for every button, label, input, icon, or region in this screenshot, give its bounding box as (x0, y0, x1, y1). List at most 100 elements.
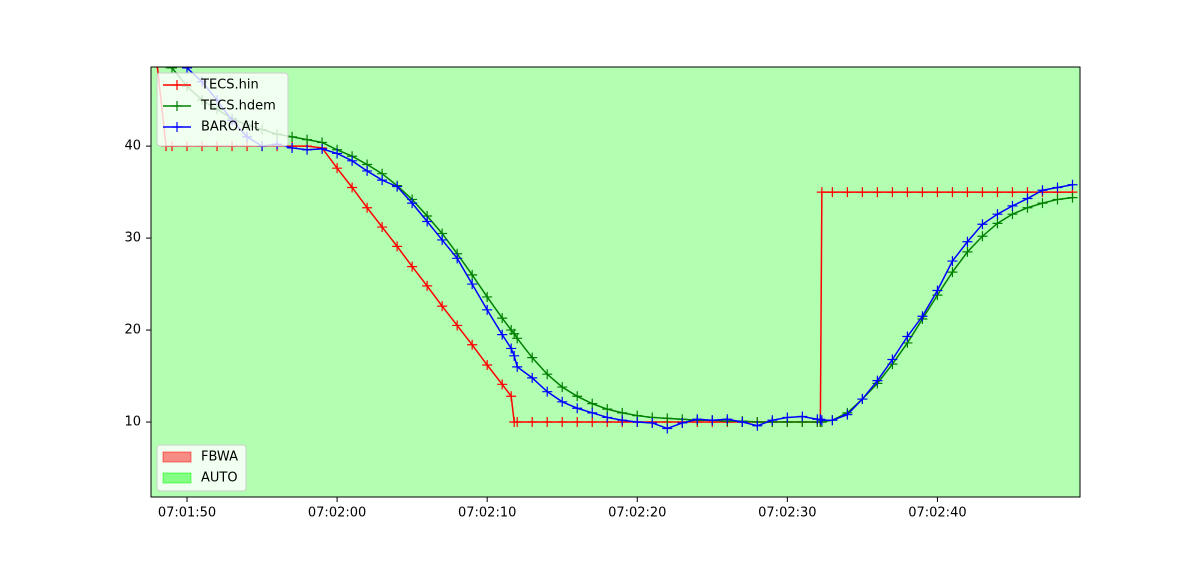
point-marker (662, 413, 673, 424)
point-marker (782, 412, 793, 423)
point-marker (962, 236, 973, 247)
point-marker (506, 343, 517, 354)
point-marker (767, 415, 778, 426)
axes-ticks: 07:01:50 07:02:00 07:02:10 07:02:20 07:02:30… (124, 139, 966, 521)
x-tick-label: 07:02:40 (908, 506, 966, 521)
point-marker (587, 398, 598, 409)
point-marker (527, 417, 538, 428)
point-marker (1037, 198, 1048, 209)
point-marker (527, 372, 538, 383)
point-marker (992, 218, 1003, 229)
point-marker (497, 329, 508, 340)
point-marker (512, 361, 523, 372)
point-marker (1067, 179, 1078, 190)
point-marker (816, 415, 827, 426)
legend-label: AUTO (201, 471, 238, 486)
y-tick-label: 20 (124, 323, 141, 338)
point-marker (917, 187, 928, 198)
point-marker (977, 187, 988, 198)
point-marker (557, 382, 568, 393)
point-marker (437, 301, 448, 312)
point-marker (509, 350, 520, 361)
point-marker (887, 187, 898, 198)
point-marker (917, 311, 928, 322)
point-marker (422, 280, 433, 291)
point-marker (1052, 194, 1063, 205)
point-marker (302, 134, 313, 145)
x-tick-label: 07:02:20 (608, 506, 666, 521)
point-marker (872, 375, 883, 386)
point-marker (557, 396, 568, 407)
x-tick-label: 07:02:30 (758, 506, 816, 521)
point-marker (737, 417, 748, 428)
mode-spans (151, 67, 1080, 497)
point-marker (542, 386, 553, 397)
point-marker (617, 415, 628, 426)
point-marker (362, 202, 373, 213)
point-marker (587, 407, 598, 418)
point-marker (815, 414, 826, 425)
y-tick-label: 30 (124, 231, 141, 246)
point-marker (332, 163, 343, 174)
point-marker (287, 131, 298, 142)
point-marker (977, 219, 988, 230)
point-marker (422, 216, 433, 227)
point-marker (542, 369, 553, 380)
point-marker (587, 417, 598, 428)
plot-frame (150, 66, 1081, 498)
legend-label: FBWA (201, 450, 238, 465)
legend-label: TECS.hdem (200, 99, 276, 114)
legend: TECS.hin TECS.hdem BARO.Alt (156, 72, 289, 147)
point-marker (467, 269, 478, 280)
point-marker (392, 241, 403, 252)
point-marker (572, 391, 583, 402)
point-marker (816, 187, 827, 198)
point-marker (167, 67, 178, 73)
legend-marker (172, 122, 182, 132)
point-marker (512, 333, 523, 344)
point-marker (902, 187, 913, 198)
point-marker (407, 198, 418, 209)
point-marker (632, 417, 643, 428)
point-marker (872, 187, 883, 198)
point-marker (992, 187, 1003, 198)
point-marker (932, 285, 943, 296)
point-marker (482, 304, 493, 315)
x-tick-label: 07:01:50 (158, 506, 216, 521)
point-marker (512, 417, 523, 428)
y-tick-label: 10 (124, 415, 141, 430)
point-marker (572, 417, 583, 428)
point-marker (722, 414, 733, 425)
legend-marker (172, 101, 182, 111)
point-marker (182, 67, 193, 73)
legend-label: TECS.hin (200, 78, 259, 93)
x-tick-label: 07:02:00 (308, 506, 366, 521)
point-marker (347, 155, 358, 166)
point-marker (1052, 182, 1063, 193)
point-marker (452, 253, 463, 264)
point-marker (1007, 200, 1018, 211)
point-marker (467, 279, 478, 290)
point-marker (407, 261, 418, 272)
point-marker (1022, 202, 1033, 213)
point-marker (497, 313, 508, 324)
point-marker (947, 267, 958, 278)
point-marker (857, 187, 868, 198)
point-marker (902, 331, 913, 342)
point-marker (437, 234, 448, 245)
point-marker (557, 417, 568, 428)
point-marker (962, 246, 973, 257)
point-marker (1067, 192, 1078, 203)
point-marker (506, 391, 517, 402)
point-marker (347, 182, 358, 193)
point-marker (1037, 185, 1048, 196)
point-marker (992, 209, 1003, 220)
legend-swatch (162, 451, 192, 463)
point-marker (302, 144, 313, 155)
legend-box (156, 444, 247, 492)
point-marker (752, 420, 763, 431)
point-marker (497, 379, 508, 390)
y-tick-label: 40 (124, 139, 141, 154)
legend-marker (172, 80, 182, 90)
